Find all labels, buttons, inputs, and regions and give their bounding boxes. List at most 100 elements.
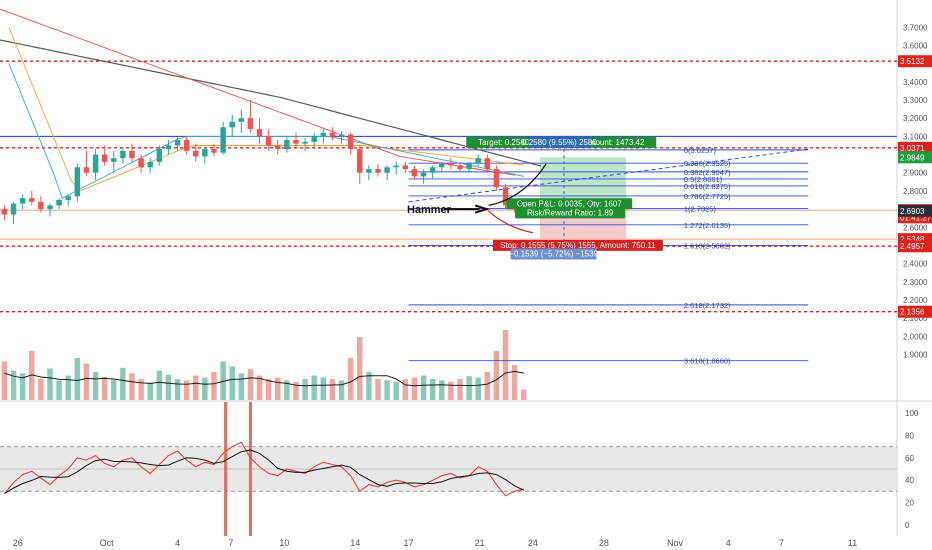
x-tick-label: 21 bbox=[475, 538, 485, 548]
volume-bar bbox=[357, 337, 363, 400]
candle-body bbox=[193, 150, 199, 157]
volume-bar bbox=[293, 381, 299, 400]
volume-bar bbox=[284, 380, 290, 400]
volume-bar bbox=[83, 363, 90, 400]
x-tick-label: 14 bbox=[350, 538, 360, 548]
volume-bar bbox=[101, 376, 108, 400]
candle-body bbox=[74, 167, 81, 197]
volume-bar bbox=[411, 377, 418, 400]
open-pnl-label: Open P&L: 0.0035, Qty: 1607 bbox=[517, 199, 623, 208]
x-tick-label: 4 bbox=[175, 538, 180, 548]
price-tag: 2.6903 bbox=[900, 207, 925, 216]
volume-bar bbox=[311, 375, 317, 400]
volume-bar bbox=[220, 361, 226, 400]
stop-label: Stop: 0.1555 (5.75%) 1555, Amount: 750.1… bbox=[500, 241, 656, 250]
volume-bar bbox=[320, 377, 327, 400]
candle-body bbox=[202, 149, 208, 157]
price-tag: 2.1356 bbox=[900, 308, 925, 317]
volume-bar bbox=[211, 372, 217, 400]
candle-body bbox=[448, 163, 454, 166]
candle-body bbox=[411, 169, 418, 177]
candle-body bbox=[320, 132, 327, 137]
risk-reward-label-bg bbox=[515, 207, 626, 219]
volume-bar bbox=[174, 379, 181, 400]
candle-body bbox=[238, 118, 245, 122]
x-tick-label: Oct bbox=[100, 538, 115, 548]
candle-body bbox=[357, 149, 363, 173]
fib-level-label: 2.618(2.1732) bbox=[684, 301, 731, 310]
volume-bar bbox=[74, 358, 81, 400]
candle-body bbox=[174, 140, 181, 146]
volume-bar bbox=[457, 379, 463, 400]
y-tick-label: 2.4000 bbox=[903, 260, 928, 269]
candle-body bbox=[366, 169, 372, 173]
price-tag: 3.0371 bbox=[900, 144, 925, 153]
volume-bar bbox=[484, 372, 491, 400]
candle-body bbox=[138, 158, 144, 168]
y-tick-label: 3.6000 bbox=[903, 41, 928, 50]
volume-bar bbox=[111, 379, 117, 400]
volume-ma-line bbox=[4, 370, 524, 387]
candle-body bbox=[265, 136, 272, 146]
price-tag: 2.4957 bbox=[900, 242, 925, 251]
price-tag: 01:41:27 bbox=[900, 213, 932, 222]
rsi-tick-label: 60 bbox=[905, 454, 914, 463]
rsi-tick-label: 100 bbox=[905, 409, 919, 418]
volume-bar bbox=[275, 377, 281, 400]
rsi-line bbox=[3, 441, 524, 497]
price-tag: 3.5132 bbox=[900, 57, 925, 66]
candle-body bbox=[65, 196, 71, 200]
volume-bar bbox=[65, 375, 71, 400]
x-tick-label: 7 bbox=[779, 538, 784, 548]
volume-bar bbox=[439, 380, 445, 400]
price-tag-bg bbox=[898, 55, 932, 68]
candle-body bbox=[275, 145, 281, 150]
rsi-signal-line bbox=[4, 449, 525, 495]
volume-bar bbox=[347, 358, 354, 400]
candle-body bbox=[347, 134, 354, 150]
volume-bar bbox=[420, 375, 427, 400]
y-tick-label: 2.9000 bbox=[903, 169, 928, 178]
candle-body bbox=[147, 161, 153, 168]
volume-bar bbox=[183, 380, 190, 400]
volume-bar bbox=[147, 382, 153, 400]
rsi-tick-label: 20 bbox=[905, 499, 914, 508]
target-change-label-bg bbox=[528, 136, 591, 148]
volume-bar bbox=[493, 351, 500, 400]
volume-bar bbox=[29, 351, 35, 400]
price-tag-bg bbox=[898, 240, 932, 253]
candle-body bbox=[83, 167, 90, 173]
candle-body bbox=[466, 163, 472, 170]
candle-body bbox=[284, 140, 290, 150]
volume-bar bbox=[448, 381, 454, 400]
volume-bar bbox=[19, 373, 26, 400]
price-tag: 2.9849 bbox=[900, 153, 925, 162]
candle-body bbox=[302, 141, 308, 144]
risk-reward-label: Risk/Reward Ratio: 1.89 bbox=[527, 208, 614, 217]
y-tick-label: 2.6000 bbox=[903, 223, 928, 232]
volume-bar bbox=[47, 368, 53, 400]
candle-body bbox=[439, 163, 445, 168]
y-tick-label: 3.2000 bbox=[903, 114, 928, 123]
x-tick-label: 26 bbox=[13, 538, 23, 548]
volume-bar bbox=[302, 379, 308, 400]
volume-bar bbox=[1, 361, 8, 400]
loss-change-label-bg bbox=[510, 248, 597, 260]
volume-bar bbox=[193, 375, 199, 400]
y-tick-label: 2.2000 bbox=[903, 296, 928, 305]
candle-body bbox=[475, 158, 481, 164]
hammer-arrow-head bbox=[474, 204, 491, 214]
volume-bar bbox=[129, 373, 135, 400]
volume-bar bbox=[384, 380, 390, 400]
volume-bar bbox=[165, 374, 172, 400]
fib-level-label: 0.786(2.7725) bbox=[684, 192, 731, 201]
rsi-tick-label: 80 bbox=[905, 432, 914, 441]
candle-body bbox=[329, 132, 336, 137]
fib-level-label: 0.236(2.9525) bbox=[684, 159, 731, 168]
candle-body bbox=[502, 187, 509, 206]
volume-bar bbox=[393, 381, 399, 400]
target-arrow bbox=[488, 163, 547, 207]
fib-level-label: 0.5(2.8661) bbox=[684, 175, 723, 184]
candle-body bbox=[311, 136, 317, 142]
